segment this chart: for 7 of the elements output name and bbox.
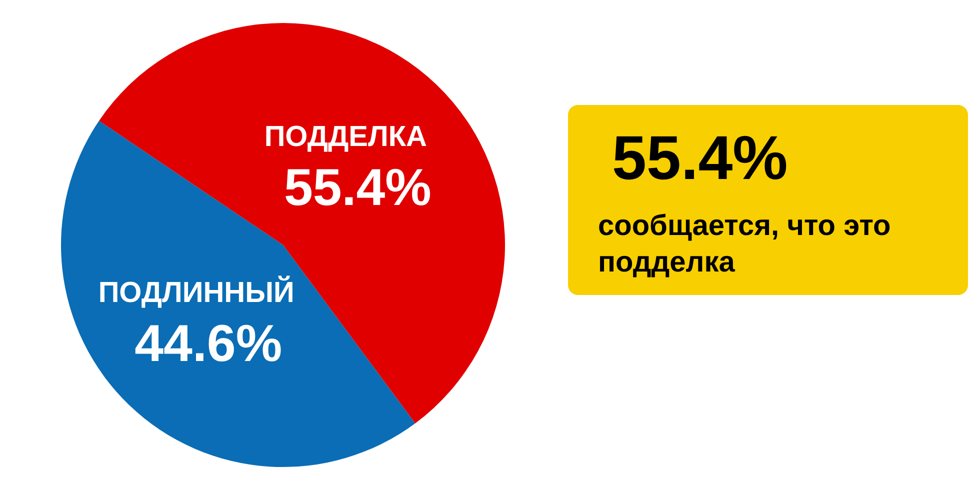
text: сообщается, что это подделка <box>598 210 891 278</box>
data-label: 44.6% <box>134 315 282 374</box>
data-label: 55.4% <box>284 158 432 217</box>
pie-slice <box>98 23 505 424</box>
slice-label: ПОДДЕЛКА <box>264 120 428 153</box>
slice-label: ПОДЛИННЫЙ <box>98 275 294 310</box>
text: 55.4% <box>612 124 788 193</box>
